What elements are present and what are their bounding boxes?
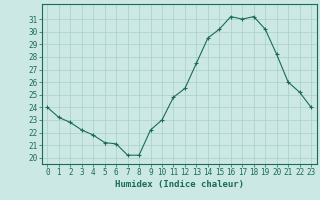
X-axis label: Humidex (Indice chaleur): Humidex (Indice chaleur) <box>115 180 244 189</box>
